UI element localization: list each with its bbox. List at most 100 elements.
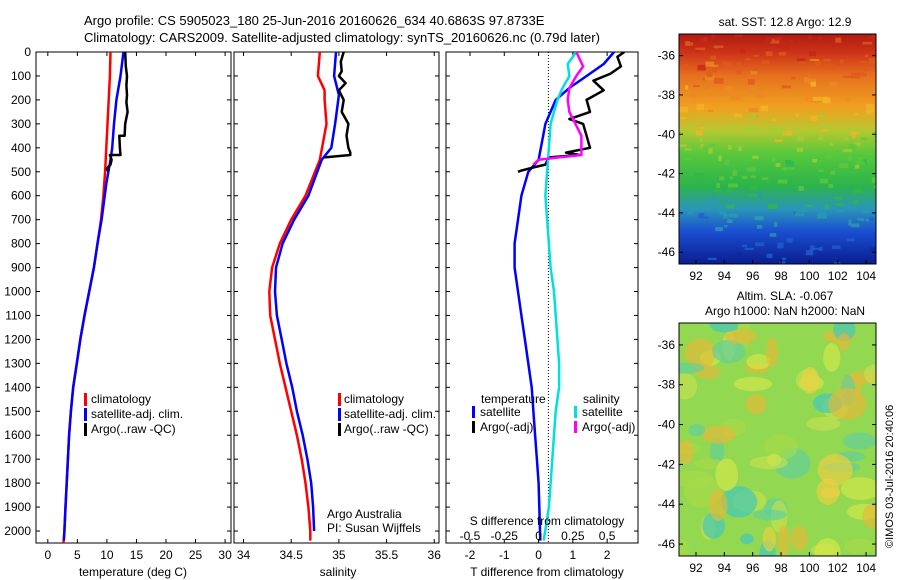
credit-label: ©IMOS 03-Jul-2016 20:40:06 (884, 405, 896, 548)
legend-swatch-climatology (84, 393, 87, 406)
lon-tick-label: 96 (746, 269, 760, 283)
legend-swatch-argo (338, 423, 341, 436)
legend-t-argo: Argo(-adj) (480, 420, 533, 434)
s-diff-tick-label: 0.25 (561, 529, 585, 543)
s-diff-xlabel: S difference from climatology (470, 514, 625, 528)
x-tick-label: 35 (332, 548, 346, 562)
difference-lines (513, 52, 626, 541)
depth-tick-label: 1900 (4, 500, 31, 514)
lat-tick-label: -40 (658, 127, 676, 141)
lat-tick-label: -40 (658, 418, 676, 432)
depth-tick-label: 1600 (4, 428, 31, 442)
series-line (542, 52, 578, 541)
x-tick-label: 34.5 (280, 548, 304, 562)
s-diff-tick-label: -0.25 (491, 529, 519, 543)
depth-tick-label: 1300 (4, 356, 31, 370)
legend-climatology: climatology (344, 392, 404, 406)
legend-t-satellite: satellite (480, 405, 521, 419)
lat-tick-label: -44 (658, 206, 676, 220)
salinity-xlabel: salinity (320, 565, 357, 579)
org-label: Argo Australia (327, 507, 402, 521)
depth-tick-label: 300 (11, 117, 31, 131)
x-tick-label: 2 (604, 548, 611, 562)
sla-texture (679, 323, 876, 556)
lat-tick-label: -44 (658, 497, 676, 511)
series-line (532, 52, 585, 166)
depth-tick-label: 1000 (4, 285, 31, 299)
x-tick-label: 34 (237, 548, 251, 562)
lon-tick-label: 102 (828, 561, 848, 575)
lon-tick-label: 96 (746, 561, 760, 575)
lat-tick-label: -46 (658, 245, 676, 259)
s-diff-tick-label: -0.5 (460, 529, 481, 543)
figure-title: Argo profile: CS 5905023_180 25-Jun-2016… (84, 13, 545, 28)
depth-tick-label: 900 (11, 261, 31, 275)
lat-tick-label: -46 (658, 537, 676, 551)
lon-tick-label: 92 (689, 561, 703, 575)
x-tick-label: 30 (218, 548, 232, 562)
depth-tick-label: 100 (11, 69, 31, 83)
x-tick-label: 10 (100, 548, 114, 562)
depth-tick-label: 0 (24, 45, 31, 59)
lon-tick-label: 94 (718, 561, 732, 575)
x-tick-label: -2 (465, 548, 476, 562)
depth-tick-label: 200 (11, 93, 31, 107)
legend-swatch-t-argo (472, 421, 475, 433)
lon-tick-label: 98 (774, 561, 788, 575)
legend-swatch-s-satellite (574, 406, 577, 418)
lat-tick-label: -38 (658, 88, 676, 102)
legend-swatch-s-argo (574, 421, 577, 433)
legend-swatch-satellite (84, 408, 87, 421)
sla-title-2: Argo h1000: NaN h2000: NaN (705, 304, 865, 318)
legend-swatch-argo (84, 423, 87, 436)
salinity-legend: climatology satellite-adj. clim. Argo(..… (338, 392, 436, 436)
s-diff-axis: -0.5 -0.25 0 0.25 0.5 (460, 529, 616, 543)
x-tick-label: 0 (535, 548, 542, 562)
lat-tick-label: -36 (658, 49, 676, 63)
legend-swatch-t-satellite (472, 406, 475, 418)
sst-map: sat. SST: 12.8 Argo: 12.9 -36 -38 -40 -42 -4… (658, 15, 877, 283)
pi-label: PI: Susan Wijffels (327, 521, 421, 535)
series-line (62, 52, 125, 541)
difference-legend: temperature satellite Argo(-adj) salinit… (472, 392, 635, 434)
figure-subtitle: Climatology: CARS2009. Satellite-adjuste… (84, 30, 600, 45)
depth-axis: 0 100 200 300 400 500 600 700 800 900 1000 1100 1200… (4, 45, 31, 538)
difference-axis: -2 -1 0 1 2 (446, 51, 638, 562)
legend-satellite: satellite-adj. clim. (91, 407, 183, 421)
depth-tick-label: 1500 (4, 404, 31, 418)
legend-argo: Argo(..raw -QC) (344, 422, 429, 436)
depth-tick-label: 1800 (4, 476, 31, 490)
s-diff-tick-label: 0.5 (599, 529, 616, 543)
series-line (105, 52, 129, 173)
legend-salinity-title: salinity (583, 392, 620, 406)
depth-tick-label: 2000 (4, 524, 31, 538)
lon-tick-label: 104 (856, 561, 876, 575)
legend-swatch-satellite (338, 408, 341, 421)
salinity-panel: 34 34.5 35 35.5 36 salinity climatology sate… (233, 51, 442, 579)
sla-axes: -36 -38 -40 -42 -44 -46 92 94 96 98 100 102 104 (658, 338, 877, 575)
lon-tick-label: 100 (799, 269, 819, 283)
depth-tick-label: 700 (11, 213, 31, 227)
lon-tick-label: 100 (799, 561, 819, 575)
lon-tick-label: 102 (828, 269, 848, 283)
legend-satellite: satellite-adj. clim. (344, 407, 436, 421)
lat-tick-label: -36 (658, 338, 676, 352)
x-tick-label: 5 (74, 548, 81, 562)
s-diff-tick-label: 0 (535, 529, 542, 543)
x-tick-label: 1 (570, 548, 577, 562)
salinity-axis: 34 34.5 35 35.5 36 (234, 51, 442, 562)
x-tick-label: -1 (499, 548, 510, 562)
lat-tick-label: -38 (658, 378, 676, 392)
depth-tick-label: 500 (11, 165, 31, 179)
temperature-lines (61, 52, 129, 543)
x-tick-label: 15 (130, 548, 144, 562)
t-diff-xlabel: T difference from climatology (470, 565, 624, 579)
series-line (273, 52, 341, 532)
lon-tick-label: 92 (689, 269, 703, 283)
x-tick-label: 35.5 (375, 548, 399, 562)
x-tick-label: 36 (428, 548, 442, 562)
difference-panel: -2 -1 0 1 2 T difference from climatology S … (445, 51, 639, 579)
x-tick-label: 0 (44, 548, 51, 562)
legend-climatology: climatology (91, 392, 151, 406)
